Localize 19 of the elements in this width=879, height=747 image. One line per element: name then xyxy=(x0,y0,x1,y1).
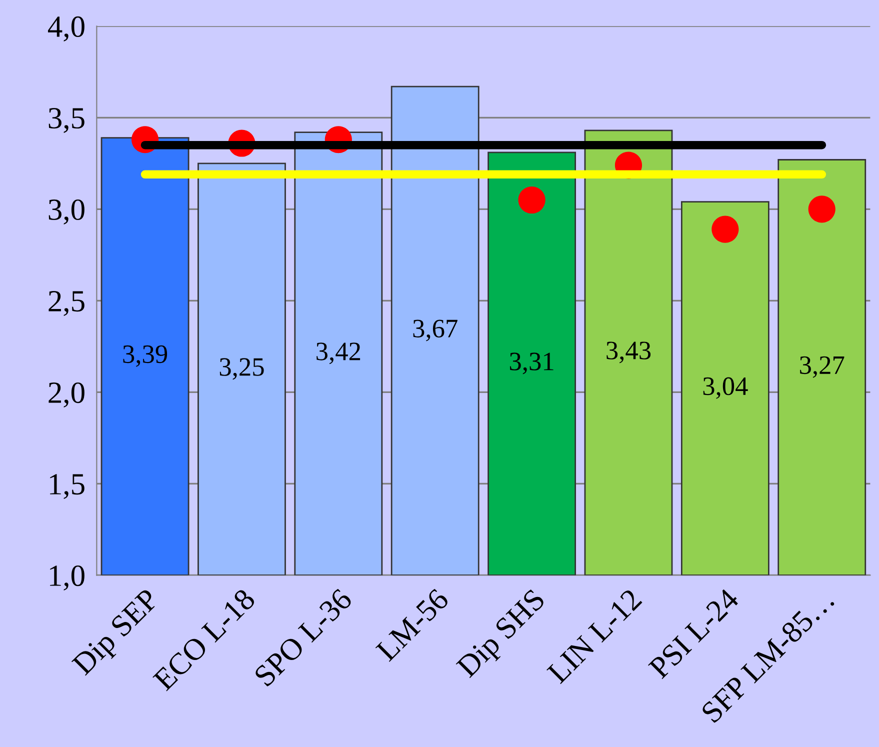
point xyxy=(712,216,739,243)
data-label: 3,42 xyxy=(316,342,360,364)
data-label: 3,31 xyxy=(510,352,554,374)
y-tick-label: 1,5 xyxy=(50,474,84,499)
data-label: 3,27 xyxy=(800,356,844,378)
data-label: 3,67 xyxy=(413,320,458,342)
point xyxy=(808,196,836,223)
y-tick-label: 3,5 xyxy=(48,108,84,133)
data-label: 3,43 xyxy=(606,342,651,364)
data-label: 3,04 xyxy=(703,377,748,399)
y-tick-label: 1,0 xyxy=(50,565,84,590)
point xyxy=(518,186,546,214)
y-tick-label: 2,5 xyxy=(48,291,84,316)
y-tick-label: 2,0 xyxy=(48,382,84,408)
data-label: 3,39 xyxy=(123,345,168,367)
data-label: 3,25 xyxy=(220,358,264,380)
y-tick-label: 3,0 xyxy=(48,199,84,224)
x-tick-label: Dip SHS xyxy=(456,588,546,678)
y-tick-label: 4,0 xyxy=(48,16,84,42)
